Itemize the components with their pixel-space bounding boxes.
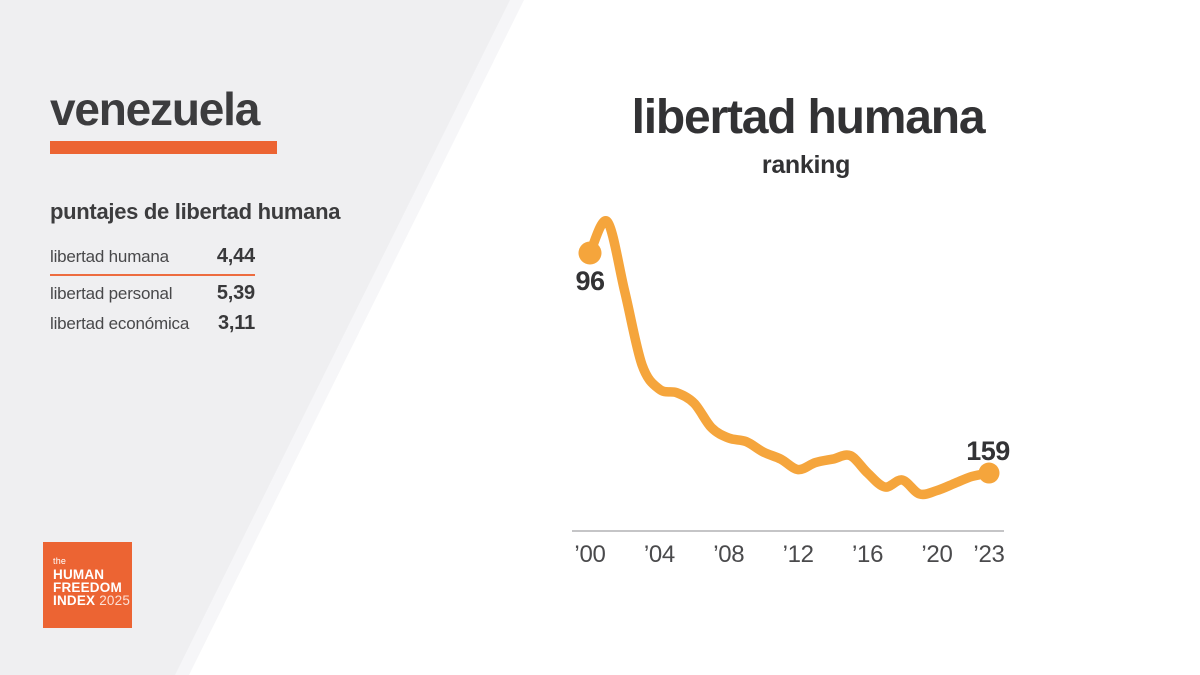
score-label: libertad humana	[50, 247, 169, 266]
x-axis-tick-labels: ’00 ’04 ’08 ’12 ’16 ’20 ’23	[0, 541, 1200, 571]
x-tick-2004: ’04	[643, 541, 675, 568]
x-tick-2012: ’12	[782, 541, 814, 568]
ranking-line-path	[585, 216, 994, 500]
x-tick-2000: ’00	[574, 541, 606, 568]
x-tick-2016: ’16	[851, 541, 884, 568]
logo-text: the HUMAN FREEDOM INDEX 2025	[53, 556, 131, 608]
logo-word-human: HUMAN	[53, 567, 105, 582]
score-value: 4,44	[216, 245, 255, 267]
start-data-point-dot	[578, 241, 602, 265]
logo-word-freedom: FREEDOM	[53, 580, 122, 595]
logo-year: 2025	[99, 593, 131, 608]
scores-table: libertad humana 4,44 libertad personal 5…	[50, 241, 255, 338]
score-row-libertad-humana: libertad humana 4,44	[50, 241, 255, 276]
accent-underline-bar	[50, 141, 277, 154]
logo-word-index-year: INDEX 2025	[53, 593, 131, 608]
x-tick-2020: ’20	[921, 541, 953, 568]
chart-subtitle: ranking	[761, 151, 851, 179]
score-value: 5,39	[216, 282, 255, 304]
score-value: 3,11	[217, 312, 255, 334]
start-value-label: 96	[575, 266, 605, 296]
x-axis-line	[572, 530, 1004, 532]
x-tick-2008: ’08	[713, 541, 745, 568]
x-tick-2023: ’23	[973, 541, 1005, 568]
score-row-libertad-personal: libertad personal 5,39	[50, 278, 255, 308]
human-freedom-index-logo: the HUMAN FREEDOM INDEX 2025	[43, 542, 132, 628]
score-label: libertad económica	[50, 314, 190, 333]
logo-word-index: INDEX	[53, 593, 96, 608]
logo-prefix: the	[53, 556, 67, 566]
scores-heading: puntajes de libertad humana	[50, 199, 341, 224]
end-value-label: 159	[966, 436, 1010, 467]
chart-title: libertad humana	[631, 91, 986, 144]
score-row-libertad-economica: libertad económica 3,11	[50, 308, 255, 338]
country-title: venezuela	[50, 83, 260, 135]
score-label: libertad personal	[50, 284, 173, 303]
